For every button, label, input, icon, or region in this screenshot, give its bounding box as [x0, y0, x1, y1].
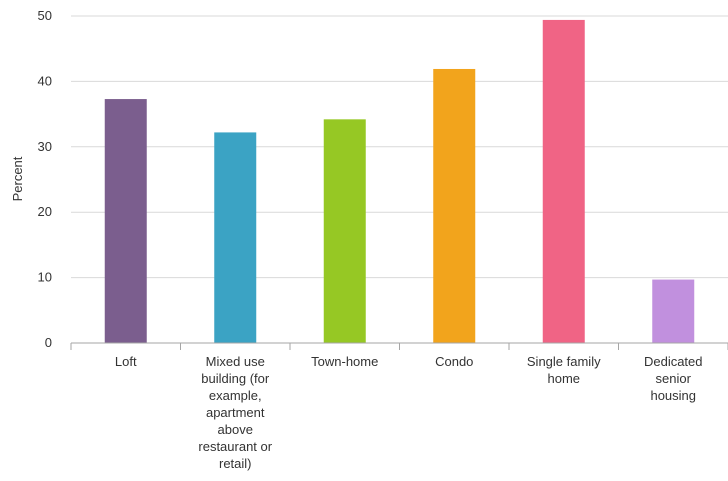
bars [104, 19, 695, 343]
y-tick-label: 30 [38, 139, 52, 154]
x-tick-label-line: example, [209, 388, 262, 403]
x-tick-label-line: apartment [206, 405, 265, 420]
x-tick-label: Single family home [527, 354, 601, 386]
x-tick-label-line: Mixed use [206, 354, 265, 369]
x-tick-label: Mixed use building (for example, apartment a… [198, 354, 272, 471]
x-tick-label-line: Condo [435, 354, 473, 369]
x-tick-label-line: Loft [115, 354, 137, 369]
x-axis-ticks [70, 343, 728, 350]
x-tick-label: Condo [435, 354, 473, 369]
y-tick-label: 0 [45, 335, 52, 350]
gridlines [71, 15, 728, 279]
x-tick-label-line: building (for [201, 371, 270, 386]
category-labels: Loft Mixed use building (for example, apartm… [115, 354, 703, 471]
y-tick-label: 10 [38, 270, 52, 285]
x-tick-label-line: above [218, 422, 253, 437]
x-tick-label-line: restaurant or [198, 439, 272, 454]
x-tick-label-line: Dedicated [644, 354, 703, 369]
bar [323, 119, 366, 343]
x-tick-label: Town-home [311, 354, 378, 369]
x-tick-label-line: home [547, 371, 580, 386]
y-tick-label: 20 [38, 204, 52, 219]
x-tick-label-line: Town-home [311, 354, 378, 369]
x-tick-label: Dedicated senior housing [644, 354, 703, 403]
y-axis-ticks: 0 10 20 30 40 50 [38, 8, 52, 350]
bar [542, 19, 585, 343]
x-tick-label-line: senior [656, 371, 692, 386]
y-tick-label: 40 [38, 73, 52, 88]
y-tick-label: 50 [38, 8, 52, 23]
x-tick-label: Loft [115, 354, 137, 369]
y-axis-label: Percent [10, 156, 25, 201]
x-tick-label-line: retail) [219, 456, 252, 471]
bar [104, 99, 147, 343]
bar [652, 279, 695, 343]
bar [214, 132, 257, 343]
x-tick-label-line: housing [650, 388, 696, 403]
x-tick-label-line: Single family [527, 354, 601, 369]
bar [433, 68, 476, 343]
